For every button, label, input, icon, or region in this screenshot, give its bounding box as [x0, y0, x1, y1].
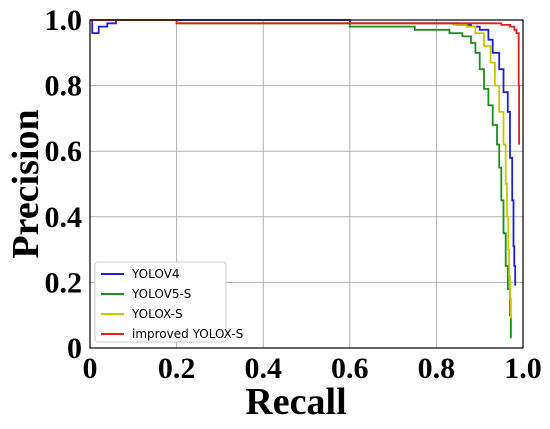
x-tick-labels: 0 0.2 0.4 0.6 0.8 1.0	[83, 352, 542, 385]
legend: YOLOV4 YOLOV5-S YOLOX-S improved YOLOX-S	[94, 261, 243, 343]
series-line-3	[90, 19, 520, 145]
series-line-0	[90, 19, 517, 286]
y-tick-label: 0.4	[45, 201, 83, 234]
legend-box	[94, 261, 227, 343]
x-tick-label: 0	[83, 352, 98, 385]
x-tick-label: 0.2	[158, 352, 196, 385]
series-line-1	[90, 19, 512, 339]
y-tick-label: 0.6	[45, 135, 83, 168]
y-tick-label: 0.8	[45, 70, 83, 103]
grid-lines	[90, 20, 523, 348]
legend-label: YOLOV5-S	[131, 287, 191, 301]
series-lines	[90, 19, 520, 339]
y-tick-labels: 0 0.2 0.4 0.6 0.8 1.0	[45, 4, 83, 365]
x-tick-label: 1.0	[504, 352, 542, 385]
x-axis-label: Recall	[245, 381, 346, 423]
plot-frame	[89, 19, 524, 349]
x-tick-label: 0.6	[331, 352, 369, 385]
y-tick-label: 0.2	[45, 266, 83, 299]
legend-label: YOLOX-S	[131, 307, 183, 321]
x-tick-label: 0.4	[244, 352, 282, 385]
x-tick-label: 0.8	[418, 352, 456, 385]
y-tick-label: 0	[67, 332, 82, 365]
y-tick-label: 1.0	[45, 4, 83, 37]
y-axis-label: Precision	[5, 109, 47, 258]
legend-label: improved YOLOX-S	[132, 327, 243, 341]
legend-label: YOLOV4	[131, 267, 179, 281]
